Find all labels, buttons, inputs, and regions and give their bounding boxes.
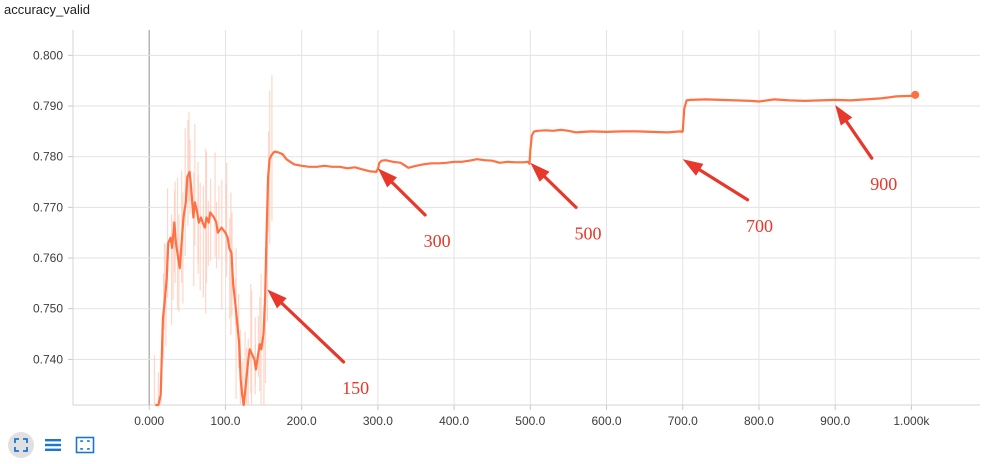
x-tick-label: 600.0 (592, 414, 622, 428)
x-tick-label: 300.0 (363, 414, 393, 428)
x-tick-label: 1.000k (893, 414, 930, 428)
annotation-arrow-shaft (543, 175, 578, 209)
annotation-label: 150 (342, 378, 369, 398)
axis-layer: 0.000 100.0 200.0 300.0 400.0 500.0 600.0 700.0… (33, 48, 930, 428)
fit-domain-button[interactable] (72, 432, 98, 458)
series-layer (155, 90, 920, 407)
annotation-arrow-head (530, 162, 550, 182)
y-tick-label: 0.790 (33, 99, 63, 113)
x-tick-label: 100.0 (210, 414, 240, 428)
x-tick-label: 0.000 (134, 414, 164, 428)
annotation-arrow-head (835, 105, 853, 126)
annotation-arrow-head (682, 159, 704, 176)
annotation-layer: 150 300 500 700 900 (267, 105, 897, 398)
y-tick-label: 0.770 (33, 200, 63, 214)
y-tick-label: 0.780 (33, 150, 63, 164)
grid-layer (72, 30, 980, 406)
toggle-data-button[interactable] (40, 432, 66, 458)
annotation-arrow-shaft (280, 301, 346, 364)
expand-button[interactable] (8, 432, 34, 458)
x-tick-label: 200.0 (287, 414, 317, 428)
chart-plot: 0.000 100.0 200.0 300.0 400.0 500.0 600.0 700.0… (33, 30, 980, 428)
annotation-label: 900 (870, 174, 897, 194)
series-end-marker (911, 90, 920, 99)
x-tick-label: 700.0 (668, 414, 698, 428)
y-tick-label: 0.800 (33, 48, 63, 62)
fit-domain-icon (75, 436, 95, 454)
y-tick-label: 0.750 (33, 302, 63, 316)
series-line-smoothed (155, 94, 916, 407)
chart-toolbar (8, 432, 98, 458)
annotation-label: 700 (746, 216, 773, 236)
annotation-arrow-shaft (844, 119, 874, 160)
annotation-label: 300 (424, 231, 451, 251)
chart-title: accuracy_valid (4, 2, 90, 17)
x-tick-label: 800.0 (744, 414, 774, 428)
expand-icon (14, 438, 28, 452)
annotation-arrow-head (267, 289, 287, 309)
raw-noise-layer (153, 75, 273, 405)
x-tick-label: 400.0 (439, 414, 469, 428)
annotation-arrow-head (377, 168, 398, 188)
annotation-arrow-shaft (698, 168, 750, 202)
annotation-label: 500 (575, 223, 602, 243)
x-tick-label: 500.0 (515, 414, 545, 428)
list-icon (45, 439, 61, 451)
y-tick-label: 0.740 (33, 352, 63, 366)
x-tick-label: 900.0 (820, 414, 850, 428)
annotation-arrow-shaft (390, 180, 427, 217)
y-tick-label: 0.760 (33, 251, 63, 265)
